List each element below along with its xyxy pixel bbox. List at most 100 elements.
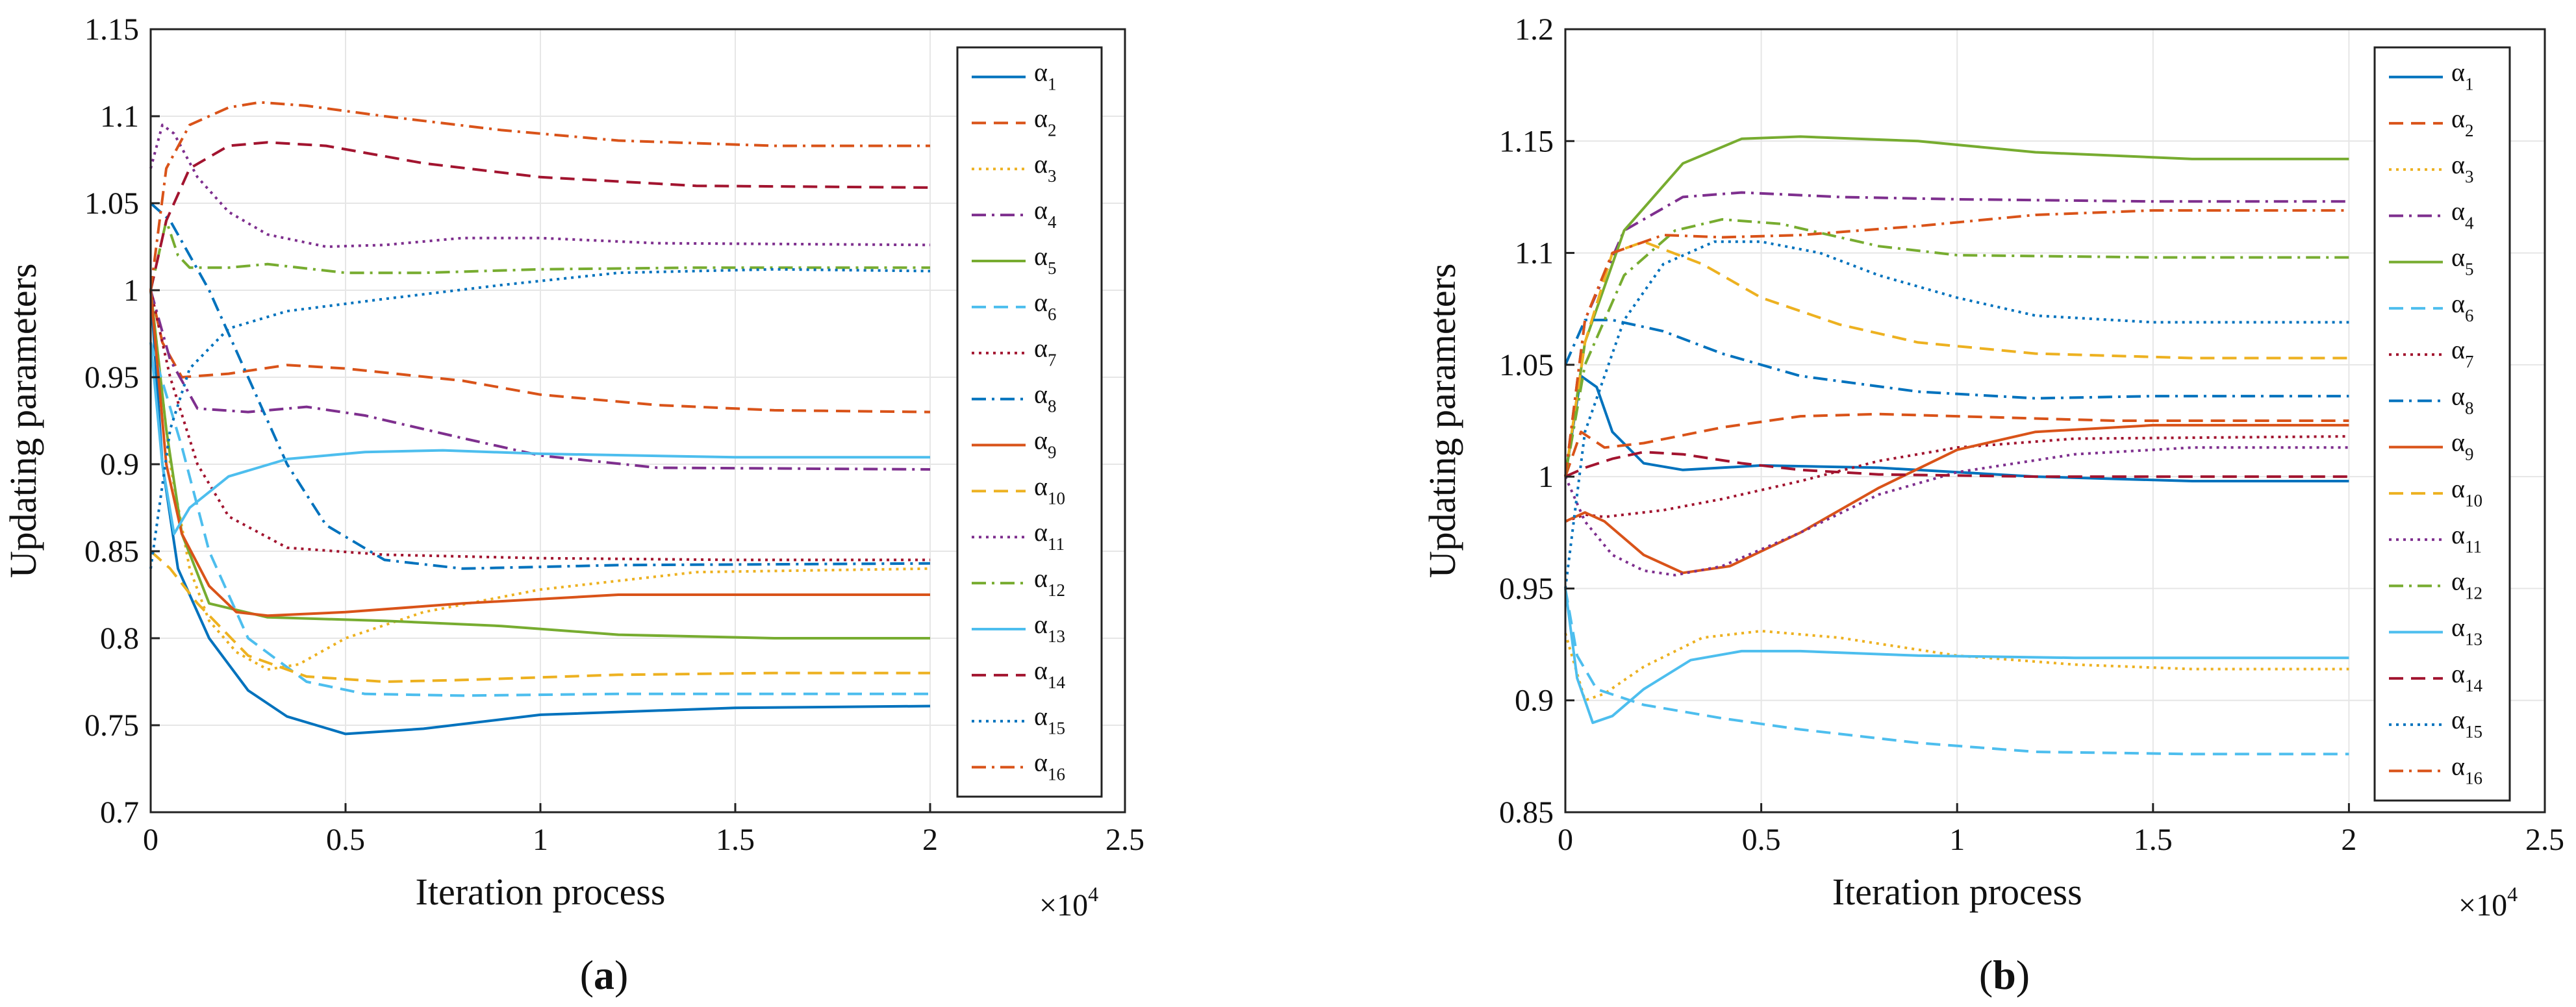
x-tick-label: 1.5: [2134, 823, 2173, 857]
y-tick-label: 1: [123, 273, 139, 308]
series-line-alpha-5: [149, 290, 930, 640]
x-tick-label: 0.5: [1742, 823, 1781, 857]
series-line-alpha-1: [1564, 375, 2349, 482]
legend-label-alpha-10: α10: [1034, 471, 1065, 508]
chart-panel-b: 0 0.5 1 1.5 2 2.5 0.85 0.9 0.95 1 1.05 1.1 1.15 1.2 ×1…: [1421, 12, 2564, 998]
x-axis-multiplier: ×104: [1039, 882, 1098, 923]
x-tick-label: 2: [2341, 823, 2356, 857]
series-lines: [1564, 135, 2349, 756]
y-tick-label: 1.05: [84, 186, 139, 221]
y-tick-label: 0.8: [100, 621, 139, 656]
series-line-alpha-8: [1564, 318, 2349, 400]
series-line-alpha-11: [149, 123, 931, 248]
x-tick-label: 0.5: [326, 823, 365, 857]
legend-label-alpha-5: α5: [1034, 242, 1056, 278]
series-line-alpha-6: [1564, 588, 2349, 756]
y-tick-label: 1.2: [1515, 12, 1554, 47]
x-tick-label: 2.5: [2525, 823, 2564, 857]
series-line-alpha-12: [149, 219, 930, 291]
legend-label-alpha-2: α2: [2451, 104, 2473, 140]
y-tick-label: 1.15: [1499, 124, 1554, 158]
series-line-alpha-5: [1564, 135, 2349, 477]
legend-label-alpha-4: α4: [2451, 196, 2474, 232]
legend-label-alpha-8: α8: [1034, 380, 1056, 416]
y-tick-label: 0.85: [84, 534, 139, 569]
axes-box: [1564, 28, 2546, 814]
chart-panel-a: 0 0.5 1 1.5 2 2.5 0.7 0.75 0.8 0.85 0.9 0.95 1 1.05 1.…: [2, 12, 1144, 998]
series-line-alpha-13: [1564, 588, 2349, 725]
series-line-alpha-4: [1564, 191, 2349, 477]
y-axis-label: Updating parameters: [2, 264, 44, 578]
series-line-alpha-14: [149, 141, 931, 291]
legend-label-alpha-9: α9: [1034, 425, 1056, 462]
series-line-alpha-2: [1564, 412, 2349, 477]
legend-label-alpha-11: α11: [2451, 520, 2482, 556]
panel-label: (b): [1979, 952, 2030, 998]
x-tick-label: 0: [1558, 823, 1573, 857]
legend-label-alpha-6: α6: [2451, 289, 2473, 325]
x-tick-label: 0: [143, 823, 158, 857]
legend-label-alpha-15: α15: [1034, 702, 1065, 738]
x-axis-label: Iteration process: [416, 871, 666, 913]
series-line-alpha-7: [149, 290, 930, 562]
series-line-alpha-6: [149, 342, 930, 697]
x-axis-label: Iteration process: [1832, 871, 2082, 913]
legend-label-alpha-12: α12: [2451, 566, 2482, 603]
series-line-alpha-16: [1564, 209, 2349, 477]
series-line-alpha-15: [149, 267, 931, 569]
legend-label-alpha-16: α16: [2451, 751, 2482, 788]
legend-label-alpha-15: α15: [2451, 705, 2482, 741]
y-tick-label: 0.9: [100, 447, 139, 482]
series-line-alpha-2: [149, 290, 931, 414]
y-tick-label: 0.85: [1499, 795, 1554, 830]
legend-label-alpha-10: α10: [2451, 474, 2482, 510]
series-line-alpha-12: [1564, 218, 2349, 477]
x-tick-label: 1: [533, 823, 548, 857]
legend-label-alpha-3: α3: [1034, 149, 1056, 186]
y-tick-label: 1.1: [1515, 236, 1554, 271]
series-lines: [149, 101, 931, 736]
legend-label-alpha-1: α1: [1034, 57, 1056, 93]
y-axis-label: Updating parameters: [1421, 264, 1463, 578]
series-line-alpha-9: [149, 290, 930, 617]
y-tick-label: 1.15: [84, 12, 139, 47]
legend-label-alpha-3: α3: [2451, 150, 2473, 186]
legend-label-alpha-13: α13: [1034, 610, 1065, 646]
y-tick-label: 0.9: [1515, 684, 1554, 718]
legend-label-alpha-7: α7: [1034, 334, 1056, 370]
legend-label-alpha-2: α2: [1034, 103, 1056, 140]
legend-box: [956, 46, 1103, 798]
series-line-alpha-15: [1564, 240, 2349, 589]
series-line-alpha-4: [149, 290, 931, 471]
legend-label-alpha-13: α13: [2451, 613, 2482, 649]
legend-label-alpha-11: α11: [1034, 517, 1065, 554]
legend-label-alpha-9: α9: [2451, 428, 2473, 464]
y-tick-label: 1.1: [100, 99, 139, 134]
legend-label-alpha-5: α5: [2451, 243, 2473, 279]
y-tick-label: 1: [1538, 460, 1554, 494]
y-tick-label: 0.75: [84, 708, 139, 743]
y-tick-label: 1.05: [1499, 348, 1554, 382]
legend-label-alpha-1: α1: [2451, 58, 2473, 94]
legend-label-alpha-7: α7: [2451, 335, 2473, 371]
legend-label-alpha-4: α4: [1034, 195, 1057, 232]
series-line-alpha-16: [149, 101, 930, 291]
series-line-alpha-14: [1565, 451, 2349, 479]
x-tick-label: 2.5: [1105, 823, 1144, 857]
legend-box: [2373, 46, 2511, 802]
series-line-alpha-9: [1565, 423, 2349, 575]
series-line-alpha-10: [149, 550, 930, 683]
legend-label-alpha-8: α8: [2451, 381, 2473, 417]
x-tick-label: 1: [1949, 823, 1965, 857]
y-tick-label: 0.95: [84, 360, 139, 395]
legend-label-alpha-6: α6: [1034, 288, 1056, 324]
legend-label-alpha-12: α12: [1034, 564, 1065, 600]
x-tick-label: 1.5: [716, 823, 755, 857]
legend-label-alpha-16: α16: [1034, 748, 1065, 784]
x-axis-multiplier: ×104: [2458, 882, 2518, 923]
series-line-alpha-13: [149, 342, 930, 536]
series-line-alpha-8: [149, 202, 931, 570]
legend: α1 α2 α3 α4 α5 α6 α7 α8 α9 α10 α11 α12 α13 α14 α15 α16: [2373, 46, 2511, 802]
legend-label-alpha-14: α14: [1034, 656, 1065, 692]
